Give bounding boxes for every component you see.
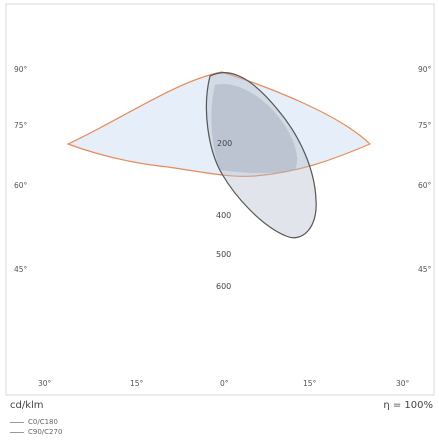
- legend-swatch-c90-c270: [10, 432, 24, 433]
- intensity-unit: cd/klm: [10, 400, 44, 411]
- right-angle-75: 75°: [418, 121, 432, 130]
- right-angle-45: 45°: [418, 265, 432, 274]
- radial-label-200: 200: [217, 139, 232, 148]
- bottom-angle-0: 0°: [220, 379, 229, 388]
- legend-item-c90-c270: C90/C270: [10, 427, 62, 437]
- left-angle-45: 45°: [14, 265, 28, 274]
- bottom-angle-15-right: 15°: [303, 379, 317, 388]
- bottom-angle-30-left: 30°: [38, 379, 52, 388]
- right-angle-90: 90°: [418, 65, 432, 74]
- legend-label-c0-c180: C0/C180: [28, 418, 58, 426]
- left-angle-90: 90°: [14, 65, 28, 74]
- bottom-angle-30-right: 30°: [396, 379, 410, 388]
- legend-label-c90-c270: C90/C270: [28, 428, 62, 436]
- efficiency-indicator: η = 100%: [383, 400, 433, 411]
- legend-swatch-c0-c180: [10, 422, 24, 423]
- efficiency-value: = 100%: [393, 400, 433, 411]
- radial-label-400: 400: [216, 211, 231, 220]
- left-angle-60: 60°: [14, 181, 28, 190]
- bottom-angle-15-left: 15°: [130, 379, 144, 388]
- legend-item-c0-c180: C0/C180: [10, 417, 62, 427]
- right-angle-60: 60°: [418, 181, 432, 190]
- chart-legend: C0/C180 C90/C270: [10, 417, 62, 437]
- radial-label-500: 500: [216, 250, 231, 259]
- diagram-frame: [6, 4, 434, 395]
- efficiency-label: η: [383, 400, 389, 411]
- radial-label-600: 600: [216, 282, 231, 291]
- left-angle-75: 75°: [14, 121, 28, 130]
